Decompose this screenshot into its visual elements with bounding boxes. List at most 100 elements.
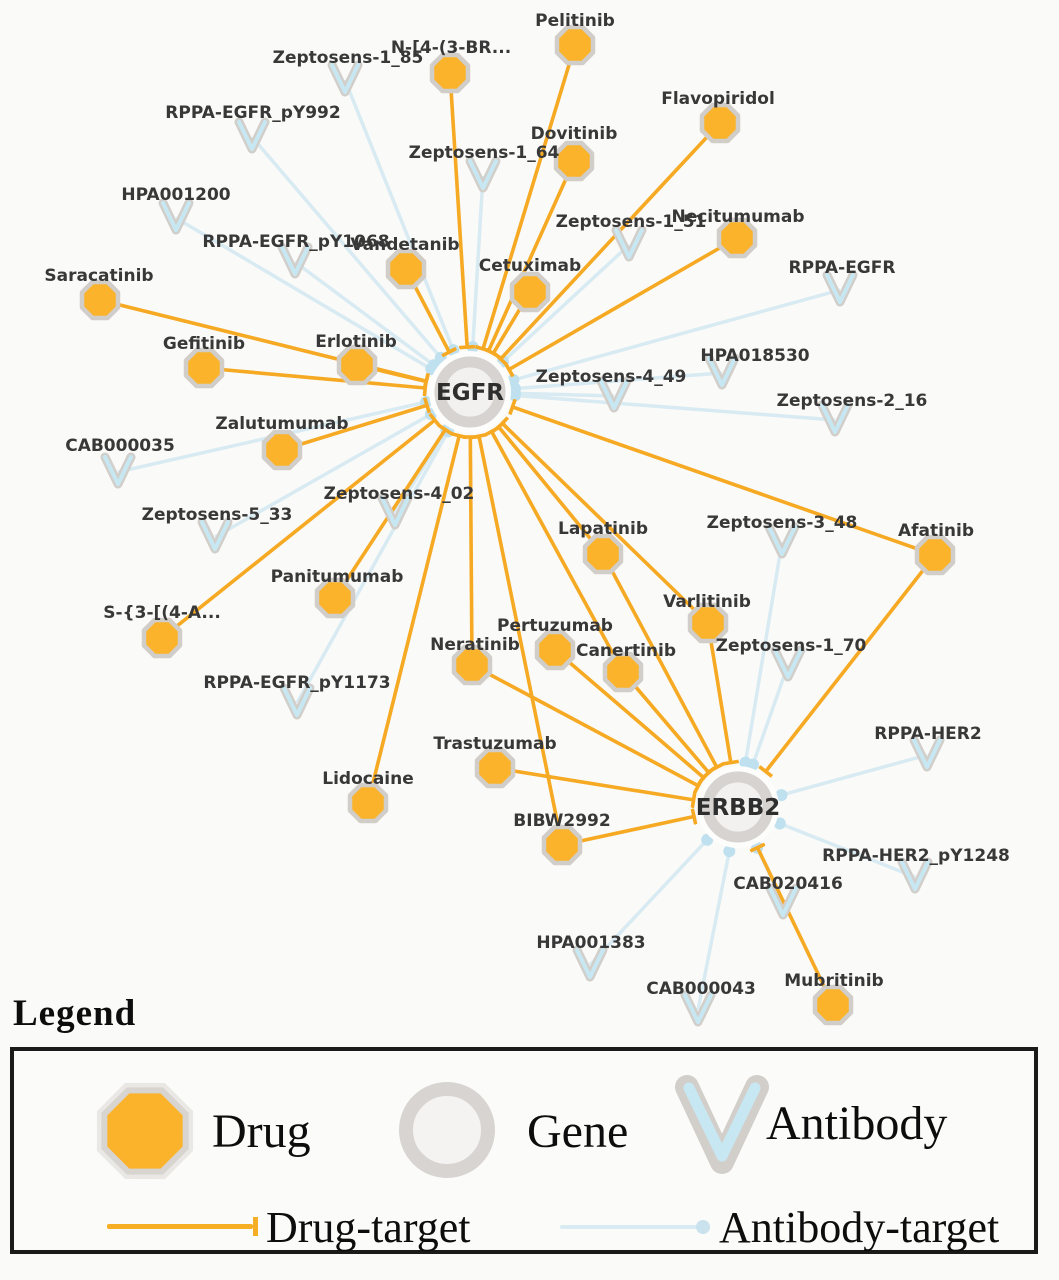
edges-layer (99, 44, 937, 1011)
drug-target-edge (706, 622, 731, 763)
antibody-target-edge (250, 135, 447, 364)
drug-node[interactable] (914, 534, 956, 576)
drug-target-edge (561, 817, 694, 847)
antibody-target-edge (175, 216, 438, 376)
drug-node[interactable] (261, 429, 303, 471)
drug-node[interactable] (183, 347, 225, 389)
drug-node[interactable] (79, 279, 121, 321)
drug-target-edge (471, 663, 698, 786)
drug-node[interactable] (429, 52, 471, 94)
drug-node[interactable] (602, 651, 644, 693)
antibody-label: CAB000043 (646, 979, 756, 999)
antibody-target-line-icon (560, 1225, 698, 1229)
legend-title: Legend (13, 993, 137, 1034)
antibody-node[interactable] (822, 270, 858, 307)
antibody-label: HPA001200 (121, 185, 230, 205)
drug-label: S-{3-[(4-A... (103, 603, 221, 623)
drug-label: Necitumumab (671, 207, 804, 227)
antibody-node[interactable] (765, 883, 801, 920)
antibody-node[interactable] (234, 117, 270, 154)
drug-node[interactable] (534, 629, 576, 671)
antibody-node[interactable] (465, 156, 501, 193)
antibody-node[interactable] (764, 522, 800, 559)
antibody-node[interactable] (100, 452, 136, 489)
gene-node[interactable] (429, 351, 511, 433)
antibody-label: RPPA-EGFR_pY1173 (203, 673, 390, 693)
antibody-target-edge (775, 753, 928, 802)
legend-antibody-label: Antibody (766, 1097, 948, 1150)
antibody-target-edge (508, 389, 836, 422)
antibody-node[interactable] (704, 353, 740, 390)
drug-target-edge (509, 236, 738, 370)
antibody-node[interactable] (596, 376, 632, 413)
antibody-node[interactable] (897, 857, 933, 894)
antibody-label: HPA001383 (536, 933, 645, 953)
drug-node[interactable] (582, 533, 624, 575)
drug-target-edge (203, 366, 425, 388)
chevron-fill (161, 201, 191, 232)
drug-label: Pelitinib (535, 11, 615, 31)
drug-node[interactable] (687, 602, 729, 644)
drug-node[interactable] (509, 271, 551, 313)
antibody-target-edge (696, 845, 736, 1011)
drug-node[interactable] (385, 248, 427, 290)
antibody-label: CAB000035 (65, 436, 175, 456)
chevron-fill (614, 228, 644, 259)
antibody-label: RPPA-EGFR_pY992 (165, 103, 340, 123)
antibody-node[interactable] (197, 517, 233, 554)
drug-node[interactable] (314, 577, 356, 619)
antibody-node[interactable] (611, 225, 647, 262)
drug-node[interactable] (451, 644, 493, 686)
antibody-node[interactable] (680, 990, 716, 1027)
chevron-fill (773, 648, 803, 679)
drug-node[interactable] (141, 617, 183, 659)
legend-drug-label: Drug (212, 1105, 311, 1158)
antibody-node[interactable] (277, 242, 313, 279)
chevron-fill (330, 63, 360, 94)
drug-label: Cetuximab (479, 256, 581, 276)
drug-node[interactable] (347, 782, 389, 824)
gene-ring (434, 356, 506, 428)
antibody-node[interactable] (572, 945, 608, 982)
drug-label: N-[4-(3-BR... (391, 38, 511, 58)
antibody-target-edge (739, 541, 784, 769)
chevron-fill (599, 379, 629, 410)
drug-node[interactable] (474, 747, 516, 789)
drug-label: Trastuzumab (433, 734, 556, 754)
drug-label: Canertinib (576, 641, 676, 661)
antibody-label: Zeptosens-1_64 (409, 143, 560, 163)
antibody-node[interactable] (377, 493, 413, 530)
drug-target-edge (470, 437, 472, 666)
antibody-node[interactable] (327, 60, 363, 97)
antibody-label: Zeptosens-3_48 (707, 513, 858, 533)
drug-node[interactable] (541, 824, 583, 866)
drug-label: Panitumumab (271, 567, 404, 587)
drug-label: Varlitinib (663, 592, 751, 612)
chevron-fill (767, 525, 797, 556)
antibody-target-edge (466, 175, 485, 354)
drug-target-edge (553, 648, 704, 778)
drug-label: BIBW2992 (513, 811, 610, 831)
drug-node[interactable] (554, 24, 596, 66)
antibody-target-edge (588, 833, 714, 967)
nodes-layer (79, 24, 956, 1027)
drug-node[interactable] (812, 984, 854, 1026)
legend-gene-label: Gene (527, 1105, 629, 1158)
drug-node[interactable] (336, 344, 378, 386)
antibody-node[interactable] (770, 645, 806, 682)
drug-node[interactable] (553, 140, 595, 182)
antibody-node[interactable] (817, 400, 853, 437)
drug-node[interactable] (716, 217, 758, 259)
antibody-label: HPA018530 (700, 346, 809, 366)
antibody-node[interactable] (909, 735, 945, 772)
drug-label: Vandetanib (350, 235, 459, 255)
drug-node[interactable] (699, 102, 741, 144)
gene-node[interactable] (697, 766, 779, 848)
antibody-node[interactable] (279, 683, 315, 720)
antibody-label: Zeptosens-5_33 (142, 505, 293, 525)
antibody-node[interactable] (158, 198, 194, 235)
antibody-target-edge (507, 288, 841, 386)
chevron-fill (825, 273, 855, 304)
drug-target-edge (281, 405, 427, 452)
